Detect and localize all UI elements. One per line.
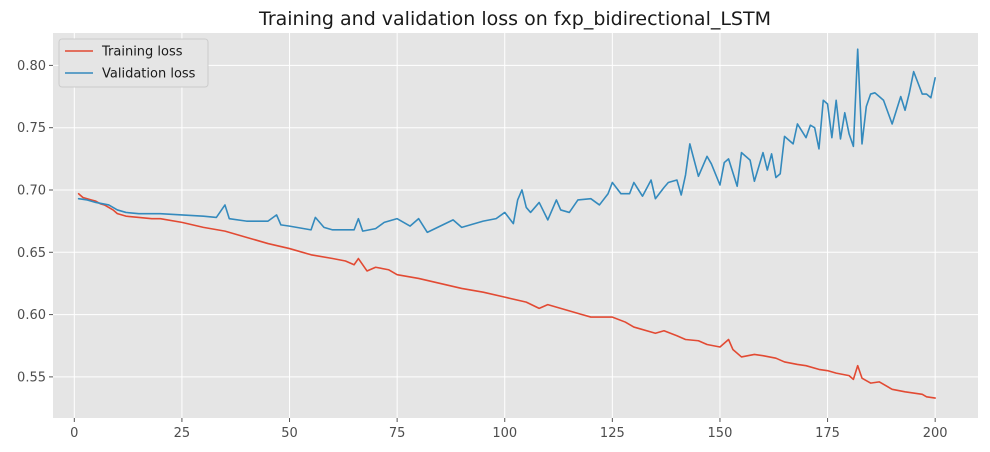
x-tick-label: 125 — [600, 426, 625, 441]
axis-ticks: 0 25 50 75 100 125 150 175 200 0.55 0.60 0.65 0.70 0.… — [17, 59, 948, 441]
y-tick-label: 0.60 — [17, 308, 46, 323]
x-tick-label: 25 — [174, 426, 191, 441]
y-tick-label: 0.80 — [17, 59, 46, 74]
x-tick-label: 150 — [708, 426, 733, 441]
x-tick-label: 0 — [70, 426, 78, 441]
legend-label: Validation loss — [102, 67, 196, 82]
x-tick-label: 50 — [281, 426, 298, 441]
plot-area — [53, 33, 978, 418]
series-group — [77, 48, 936, 399]
y-tick-label: 0.75 — [17, 121, 46, 136]
legend-box — [58, 38, 209, 88]
legend-label: Training loss — [101, 45, 183, 60]
y-tick-label: 0.65 — [17, 246, 46, 261]
x-tick-label: 100 — [492, 426, 517, 441]
x-tick-label: 175 — [815, 426, 840, 441]
x-tick-label: 200 — [923, 426, 948, 441]
legend: Training loss Validation loss — [58, 38, 209, 88]
y-tick-label: 0.70 — [17, 183, 46, 198]
series-line-validation-loss — [77, 48, 936, 234]
x-tick-label: 75 — [389, 426, 406, 441]
y-tick-label: 0.55 — [17, 370, 46, 385]
series-line-training-loss — [77, 192, 936, 399]
grid — [53, 33, 978, 418]
chart-title: Training and validation loss on fxp_bidi… — [258, 8, 771, 30]
